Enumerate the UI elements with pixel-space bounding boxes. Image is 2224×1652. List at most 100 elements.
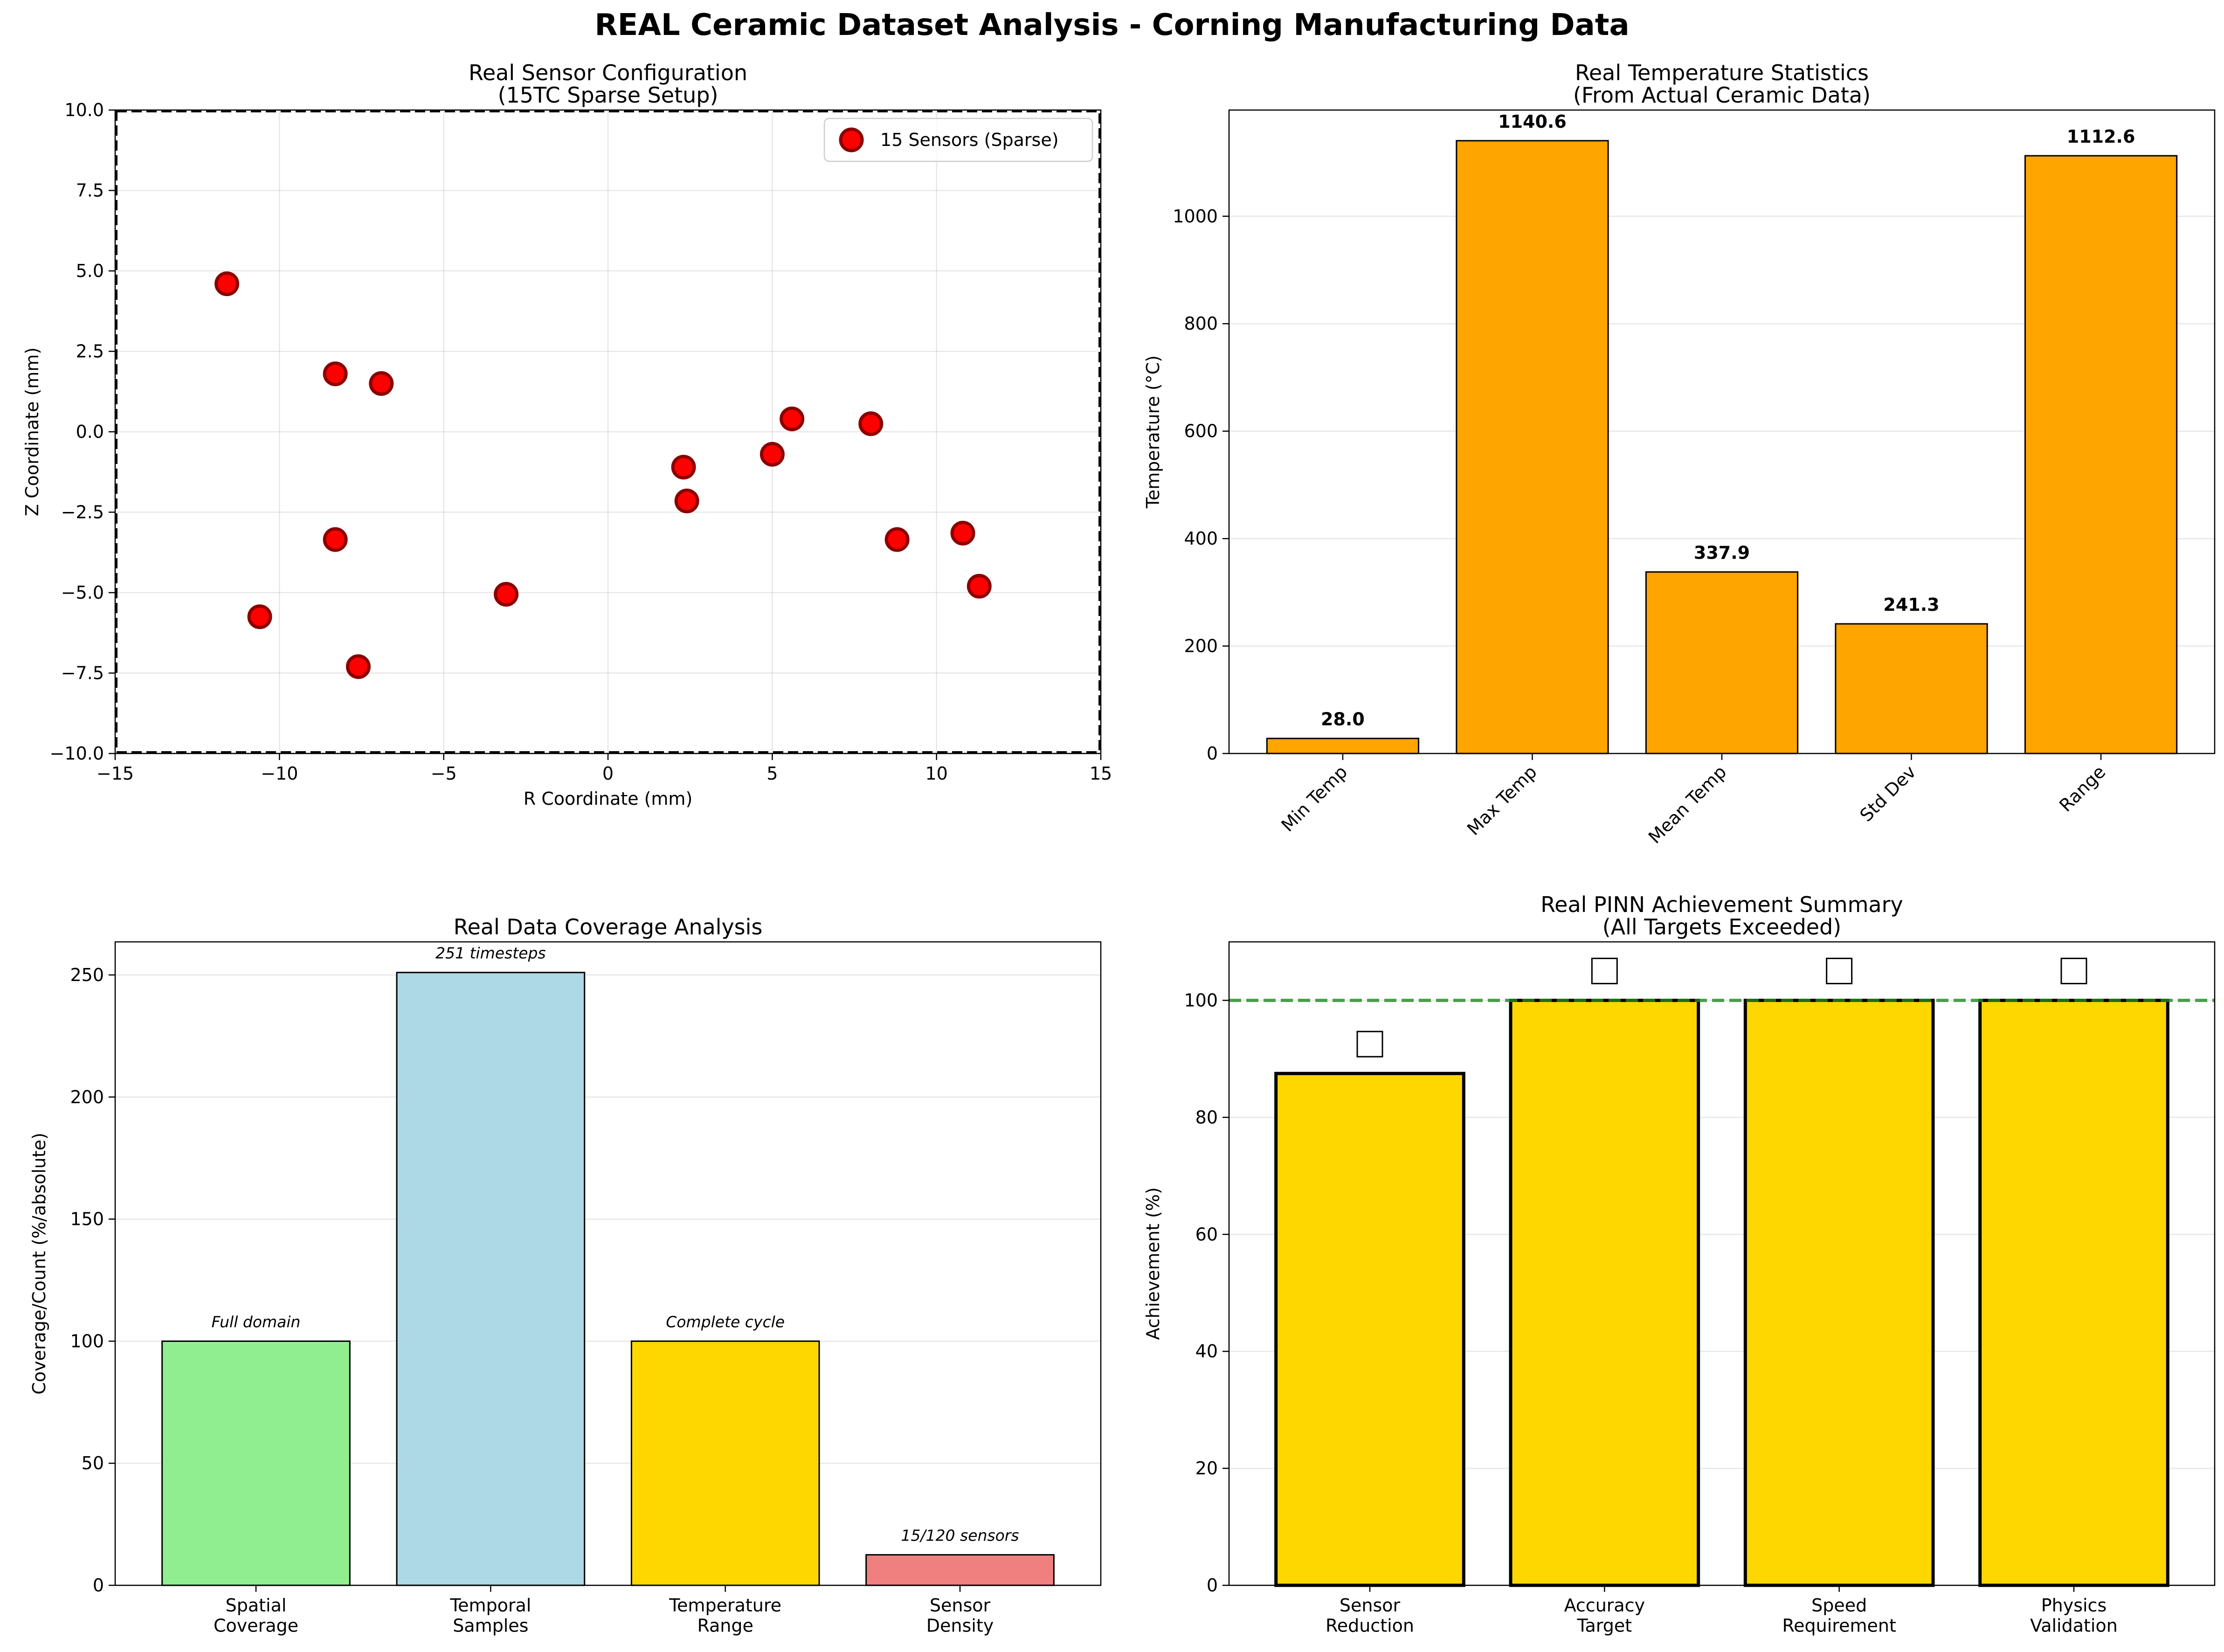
- temp-value-label: 337.9: [1694, 543, 1750, 563]
- pinn-ytick-label: 20: [1195, 1458, 1218, 1479]
- temp-value-label: 241.3: [1883, 594, 1939, 615]
- pinn-xtick-label-line: Requirement: [1782, 1616, 1896, 1636]
- pinn-axes-frame: [1228, 941, 2216, 1586]
- coverage-xtick-label: Temperature Range: [669, 1595, 781, 1636]
- scatter-title: Real Sensor Configuration: [469, 60, 747, 85]
- pinn-xtick-label-line: Speed: [1811, 1595, 1867, 1616]
- temp-ytick-label: 200: [1184, 636, 1218, 657]
- figure-suptitle: REAL Ceramic Dataset Analysis - Corning …: [594, 8, 1629, 42]
- temp-ytick-label: 1000: [1173, 206, 1218, 227]
- coverage-ytick-label: 200: [70, 1087, 104, 1107]
- pinn-subtitle: (All Targets Exceeded): [1602, 914, 1842, 940]
- domain-boundary: [116, 111, 1100, 753]
- coverage-axes-frame: [114, 941, 1102, 1586]
- coverage-xtick-label-line: Temperature: [669, 1595, 781, 1616]
- scatter-ytick-label: 0.0: [76, 422, 104, 442]
- temp-bar: [2024, 155, 2178, 754]
- pinn-xtick-label-line: Reduction: [1326, 1616, 1414, 1636]
- coverage-xtick-label-line: Density: [926, 1616, 994, 1636]
- check-mark-glyph: ✅: [1832, 967, 1846, 980]
- coverage-xtick-label-line: Sensor: [930, 1595, 991, 1616]
- pinn-xtick-label-line: Validation: [2030, 1616, 2118, 1636]
- pinn-bar: [1274, 1071, 1465, 1587]
- temp-axes-frame: [1228, 109, 2216, 754]
- pinn-bar: [1978, 998, 2169, 1587]
- pinn-ytick-label: 60: [1195, 1224, 1218, 1244]
- temp-value-label: 1112.6: [2067, 126, 2135, 147]
- temp-ytick-label: 800: [1184, 313, 1218, 334]
- sensor-point: [214, 271, 240, 297]
- coverage-xtick-label-line: Temporal: [449, 1595, 531, 1616]
- scatter-ytick-label: 2.5: [76, 341, 104, 362]
- coverage-xtick-label-line: Spatial: [226, 1595, 287, 1616]
- scatter-ytick-label: 7.5: [76, 180, 104, 201]
- pinn-xtick-label-line: Target: [1577, 1616, 1632, 1636]
- scatter-xtick-label: 0: [602, 763, 614, 784]
- scatter-xtick-label: 5: [767, 763, 778, 784]
- coverage-xtick-label: Spatial Coverage: [214, 1595, 298, 1636]
- coverage-annotation: Complete cycle: [666, 1313, 785, 1331]
- coverage-xtick-label-line: Samples: [453, 1616, 528, 1636]
- pinn-title: Real PINN Achievement Summary: [1540, 892, 1903, 917]
- scatter-ytick-label: −7.5: [61, 663, 104, 684]
- coverage-bar: [396, 972, 586, 1586]
- coverage-title: Real Data Coverage Analysis: [454, 914, 763, 940]
- check-mark-icon: ✅: [1591, 957, 1618, 984]
- coverage-ylabel: Coverage/Count (%/absolute): [29, 1133, 49, 1395]
- sensor-point: [345, 654, 371, 679]
- temp-bar: [1645, 571, 1799, 754]
- sensor-scatter-panel: Real Sensor Configuration(15TC Sparse Se…: [22, 60, 1112, 809]
- coverage-bar: [865, 1554, 1055, 1586]
- scatter-ytick-label: −2.5: [61, 502, 104, 523]
- temp-ytick-label: 0: [1207, 743, 1218, 764]
- pinn-bar: [1743, 998, 1935, 1587]
- scatter-ytick-label: −5.0: [61, 582, 104, 603]
- coverage-xtick-label: Temporal Samples: [449, 1595, 531, 1636]
- sensor-point: [780, 406, 805, 431]
- sensor-point: [674, 488, 699, 513]
- pinn-xtick-label: Speed Requirement: [1782, 1595, 1896, 1636]
- sensor-point: [671, 455, 696, 480]
- pinn-ytick-label: 80: [1195, 1107, 1218, 1127]
- check-mark-glyph: ✅: [1597, 967, 1611, 980]
- temp-ytick-label: 600: [1184, 421, 1218, 442]
- coverage-annotation: 251 timesteps: [435, 944, 546, 962]
- check-mark-icon: ✅: [1356, 1030, 1383, 1058]
- pinn-achievement-panel: Real PINN Achievement Summary(All Target…: [1143, 892, 2216, 1636]
- sensor-point: [858, 411, 884, 436]
- temp-ytick-label: 400: [1184, 528, 1218, 549]
- temp-bar: [1266, 738, 1420, 754]
- pinn-ytick-label: 40: [1195, 1341, 1218, 1362]
- check-mark-icon-frame: [1356, 1030, 1383, 1058]
- temp-value-label: 1140.6: [1498, 111, 1567, 132]
- coverage-xtick-label-line: Range: [697, 1616, 753, 1636]
- pinn-xtick-label: Accuracy Target: [1564, 1595, 1645, 1636]
- sensor-point: [369, 371, 394, 396]
- legend-label: 15 Sensors (Sparse): [880, 130, 1059, 150]
- scatter-ytick-label: −10.0: [50, 743, 104, 764]
- pinn-xtick-label-line: Accuracy: [1564, 1595, 1645, 1616]
- temp-value-label: 28.0: [1321, 709, 1365, 730]
- check-mark-icon: ✅: [2060, 957, 2087, 984]
- pinn-xtick-label: Physics Validation: [2030, 1595, 2118, 1636]
- check-mark-icon-frame: [1591, 957, 1618, 984]
- coverage-xtick-label: Sensor Density: [926, 1595, 994, 1636]
- coverage-ytick-label: 0: [93, 1575, 104, 1596]
- scatter-xtick-label: −10: [261, 763, 298, 784]
- coverage-ytick-label: 100: [70, 1331, 104, 1351]
- check-mark-icon: ✅: [1826, 957, 1853, 984]
- scatter-xlabel: R Coordinate (mm): [524, 788, 693, 809]
- scatter-xtick-label: 15: [1090, 763, 1112, 784]
- temp-bar: [1835, 623, 1988, 754]
- scatter-ytick-label: 5.0: [76, 261, 104, 281]
- check-mark-icon-frame: [1826, 957, 1853, 984]
- data-coverage-panel: Real Data Coverage Analysis 0 50 100 150 200 2…: [29, 914, 1102, 1636]
- temp-title: Real Temperature Statistics: [1575, 60, 1869, 85]
- sensor-point: [967, 574, 992, 599]
- pinn-xtick-label: Sensor Reduction: [1326, 1595, 1414, 1636]
- coverage-ytick-label: 150: [70, 1209, 104, 1230]
- sensor-point: [323, 361, 348, 387]
- legend-box: [823, 118, 1093, 162]
- scatter-xtick-label: −5: [431, 763, 457, 784]
- legend-marker: [839, 127, 864, 152]
